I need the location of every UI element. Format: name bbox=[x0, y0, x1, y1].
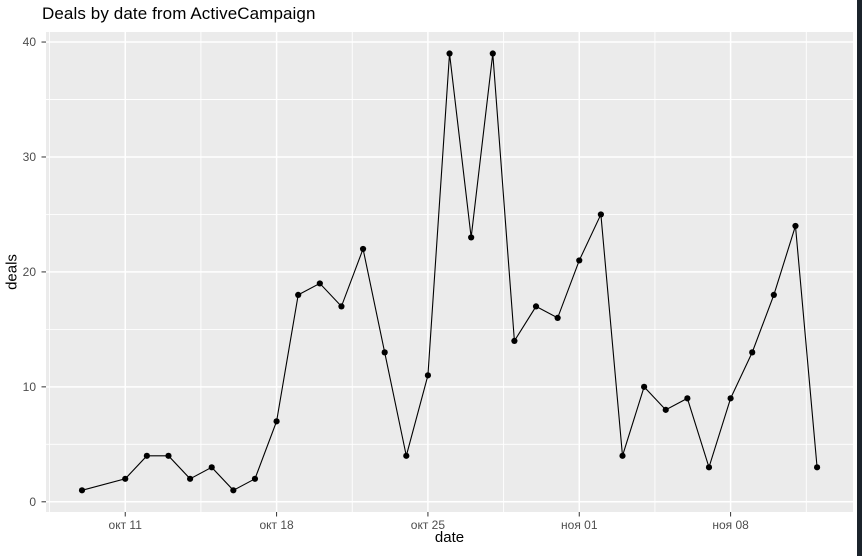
data-point bbox=[78, 487, 86, 494]
tick-label-y: 30 bbox=[23, 150, 37, 164]
data-point bbox=[187, 475, 194, 482]
tick-label-y: 0 bbox=[29, 495, 36, 509]
data-point bbox=[230, 487, 237, 494]
chart-title: Deals by date from ActiveCampaign bbox=[42, 4, 316, 23]
data-point bbox=[792, 222, 799, 230]
data-point bbox=[122, 475, 129, 482]
data-point bbox=[295, 291, 302, 299]
tick-label-x: ноя 01 bbox=[561, 518, 598, 532]
data-point bbox=[251, 475, 259, 482]
data-point bbox=[381, 349, 388, 356]
data-point bbox=[338, 303, 345, 310]
tick-label-x: ноя 08 bbox=[712, 518, 749, 532]
x-axis-title: date bbox=[434, 529, 465, 546]
tick-label-y: 20 bbox=[23, 265, 37, 279]
data-point bbox=[316, 280, 323, 287]
window-right-border bbox=[857, 0, 862, 556]
data-point bbox=[208, 464, 215, 471]
data-point bbox=[576, 257, 583, 264]
data-point bbox=[446, 50, 453, 57]
data-point bbox=[468, 234, 475, 241]
tick-label-y: 10 bbox=[23, 380, 37, 394]
data-point bbox=[273, 418, 280, 425]
data-point bbox=[165, 452, 172, 459]
data-point bbox=[705, 464, 713, 471]
data-point bbox=[597, 211, 604, 218]
data-point bbox=[770, 291, 777, 299]
data-point bbox=[532, 303, 540, 310]
data-point bbox=[424, 372, 432, 379]
tick-label-x: окт 18 bbox=[259, 518, 294, 532]
data-line bbox=[81, 53, 818, 491]
data-point bbox=[662, 406, 669, 413]
data-point bbox=[359, 245, 367, 253]
data-point bbox=[749, 349, 756, 356]
data-point bbox=[619, 452, 626, 459]
data-point bbox=[813, 464, 821, 471]
data-point bbox=[684, 395, 691, 402]
data-point bbox=[641, 383, 648, 390]
tick-label-y: 40 bbox=[23, 35, 37, 49]
tick-label-x: окт 25 bbox=[411, 518, 446, 532]
tick-label-x: окт 11 bbox=[109, 518, 143, 532]
data-point bbox=[554, 314, 561, 321]
data-point bbox=[403, 452, 410, 459]
data-point bbox=[511, 337, 518, 344]
y-axis-title: deals bbox=[3, 254, 21, 290]
data-point bbox=[727, 395, 734, 402]
data-point bbox=[143, 452, 150, 459]
data-point bbox=[489, 50, 496, 57]
